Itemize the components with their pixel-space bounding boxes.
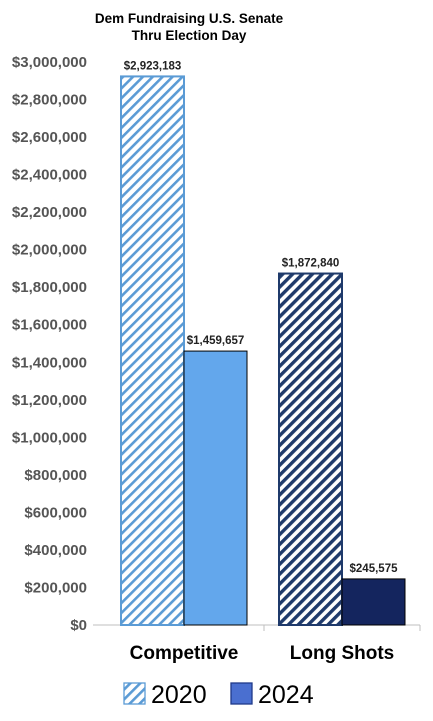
y-tick-label: $200,000 xyxy=(24,579,87,596)
legend-swatch-2020 xyxy=(123,682,146,705)
chart-title-line-1: Dem Fundraising U.S. Senate xyxy=(95,11,284,26)
y-tick-label: $2,200,000 xyxy=(12,204,87,221)
legend-swatch-2024 xyxy=(230,682,253,705)
data-labels: $2,923,183 $1,459,657 $1,872,840 $245,575 xyxy=(124,60,398,574)
data-label-2020-competitive: $2,923,183 xyxy=(124,60,182,72)
y-tick-label: $1,000,000 xyxy=(12,429,87,446)
data-label-2024-competitive: $1,459,657 xyxy=(187,335,245,347)
data-label-2020-long-shots: $1,872,840 xyxy=(282,258,340,270)
y-tick-label: $2,600,000 xyxy=(12,129,87,146)
y-tick-label: $800,000 xyxy=(24,467,87,484)
category-label-long-shots: Long Shots xyxy=(290,643,394,664)
y-tick-label: $2,800,000 xyxy=(12,92,87,109)
y-tick-label: $400,000 xyxy=(24,542,87,559)
y-tick-label: $1,800,000 xyxy=(12,279,87,296)
y-tick-label: $1,600,000 xyxy=(12,317,87,334)
category-label-competitive: Competitive xyxy=(130,643,239,664)
y-tick-label: $1,200,000 xyxy=(12,392,87,409)
y-tick-label: $600,000 xyxy=(24,504,87,521)
bar-2024-competitive xyxy=(183,350,248,626)
chart-title-line-2: Thru Election Day xyxy=(132,28,247,43)
bar-2024-long-shots xyxy=(341,578,406,626)
bar-2020-long-shots xyxy=(278,272,343,626)
bars xyxy=(120,75,406,626)
legend: 2020 2024 xyxy=(123,681,314,709)
y-tick-label: $0 xyxy=(70,617,87,634)
legend-label-2020: 2020 xyxy=(151,681,207,709)
legend-label-2024: 2024 xyxy=(258,681,314,709)
y-axis-tick-labels: $0 $200,000 $400,000 $600,000 $800,000 $1,000… xyxy=(12,54,87,634)
data-label-2024-long-shots: $245,575 xyxy=(350,563,399,575)
bar-2020-competitive xyxy=(120,75,185,626)
y-tick-label: $3,000,000 xyxy=(12,54,87,71)
y-tick-label: $1,400,000 xyxy=(12,354,87,371)
y-tick-label: $2,000,000 xyxy=(12,242,87,259)
y-tick-label: $2,400,000 xyxy=(12,167,87,184)
